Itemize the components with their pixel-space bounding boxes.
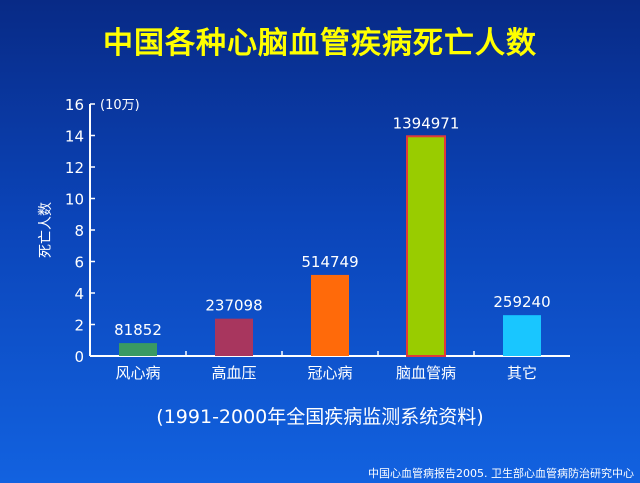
data-label: 259240 (493, 293, 550, 311)
bar-1 (119, 343, 157, 356)
y-tick-label: 8 (74, 222, 84, 240)
x-tick-label: 风心病 (115, 364, 160, 382)
x-tick-label: 其它 (507, 364, 537, 382)
y-tick-label: 10 (65, 191, 84, 209)
y-tick-label: 6 (74, 254, 84, 272)
data-label: 514749 (301, 253, 358, 271)
y-tick-label: 16 (65, 96, 84, 114)
data-label: 1394971 (393, 114, 460, 132)
source-note: 中国心血管病报告2005. 卫生部心血管病防治研究中心 (368, 467, 634, 480)
y-axis-label: 死亡人数 (38, 202, 54, 258)
bar-3 (311, 274, 349, 356)
y-tick-label: 14 (65, 128, 84, 146)
chart-subtitle: (1991-2000年全国疾病监测系统资料) (156, 406, 484, 428)
y-tick-label: 4 (74, 285, 84, 303)
chart-title: 中国各种心脑血管疾病死亡人数 (103, 26, 537, 61)
y-tick-label: 0 (74, 348, 84, 366)
bar-4 (406, 135, 446, 357)
data-label: 237098 (205, 297, 262, 315)
y-tick-label: 12 (65, 159, 84, 177)
x-tick-label: 脑血管病 (396, 364, 456, 382)
bar-5 (503, 315, 541, 356)
y-unit-label: (10万) (100, 98, 140, 113)
x-tick-label: 高血压 (211, 364, 256, 382)
x-tick-label: 冠心病 (307, 364, 352, 382)
data-label: 81852 (114, 321, 162, 339)
y-tick-label: 2 (74, 317, 84, 335)
bar-2 (215, 318, 253, 356)
